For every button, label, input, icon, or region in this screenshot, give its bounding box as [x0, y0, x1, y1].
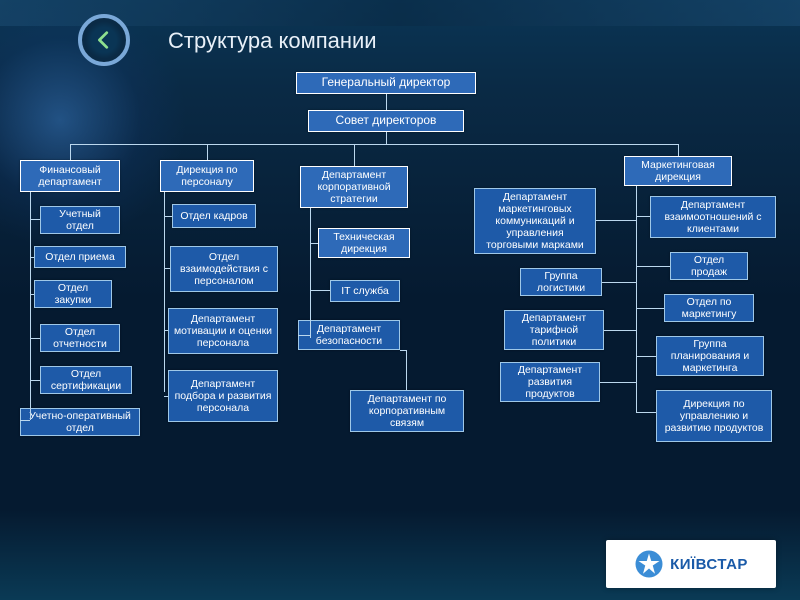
connector — [30, 257, 34, 258]
org-node-sales: Отдел продаж — [670, 252, 748, 280]
connector — [164, 192, 165, 392]
org-node-tech_dir: Техническая дирекция — [318, 228, 410, 258]
org-node-board: Совет директоров — [308, 110, 464, 132]
connector — [386, 94, 387, 110]
org-node-reception: Отдел приема — [34, 246, 126, 268]
slide-canvas: Структура компании Генеральный директор С… — [0, 0, 800, 600]
connector — [602, 282, 636, 283]
connector — [310, 243, 318, 244]
org-node-mkt_dir: Маркетинговая дирекция — [624, 156, 732, 186]
connector — [386, 132, 387, 144]
connector — [636, 216, 650, 217]
org-node-hr_interaction: Отдел взаимодействия с персоналом — [170, 246, 278, 292]
connector — [636, 308, 664, 309]
org-node-corp_strategy: Департамент корпоративной стратегии — [300, 166, 408, 208]
connector — [164, 268, 170, 269]
org-node-fin_dept: Финансовый департамент — [20, 160, 120, 192]
connector — [636, 186, 637, 412]
org-node-logistics: Группа логистики — [520, 268, 602, 296]
connector — [298, 335, 310, 336]
org-node-hr_dir: Дирекция по персоналу — [160, 160, 254, 192]
connector — [30, 380, 40, 381]
org-node-hr_dept: Отдел кадров — [172, 204, 256, 228]
org-node-hr_motivation: Департамент мотивации и оценки персонала — [168, 308, 278, 354]
org-node-acct_ops: Учетно-оперативный отдел — [20, 408, 140, 436]
connector — [678, 144, 679, 156]
org-node-reporting: Отдел отчетности — [40, 324, 120, 352]
connector — [406, 350, 407, 390]
connector — [400, 350, 406, 351]
connector — [207, 144, 208, 160]
connector — [30, 219, 40, 220]
connector — [30, 338, 40, 339]
org-node-mkt_plan: Группа планирования и маркетинга — [656, 336, 764, 376]
org-node-security: Департамент безопасности — [298, 320, 400, 350]
connector — [600, 382, 636, 383]
connector — [636, 266, 670, 267]
org-node-tariff: Департамент тарифной политики — [504, 310, 604, 350]
org-node-prod_dev: Департамент развития продуктов — [500, 362, 600, 402]
org-node-hr_recruit: Департамент подбора и развития персонала — [168, 370, 278, 422]
star-icon — [634, 549, 664, 579]
connector — [70, 144, 678, 145]
back-button[interactable] — [78, 14, 130, 66]
org-node-purchasing: Отдел закупки — [34, 280, 112, 308]
connector — [20, 420, 30, 421]
org-node-mkt_comm: Департамент маркетинговых коммуникаций и… — [474, 188, 596, 254]
org-node-accounting: Учетный отдел — [40, 206, 120, 234]
org-node-gen_dir: Генеральный директор — [296, 72, 476, 94]
connector — [636, 412, 656, 413]
connector — [310, 208, 311, 338]
connector — [30, 294, 34, 295]
connector — [310, 290, 330, 291]
org-node-client_rel: Департамент взаимоотношений с клиентами — [650, 196, 776, 238]
connector — [164, 330, 168, 331]
org-node-certification: Отдел сертификации — [40, 366, 132, 394]
logo-text: КИЇВСТАР — [670, 556, 748, 573]
connector — [70, 144, 71, 160]
connector — [354, 144, 355, 166]
page-title: Структура компании — [168, 28, 377, 54]
connector — [596, 220, 636, 221]
connector — [30, 192, 31, 420]
org-node-corp_relations: Департамент по корпоративным связям — [350, 390, 464, 432]
connector — [164, 396, 168, 397]
chevron-left-icon — [93, 29, 115, 51]
connector — [636, 356, 656, 357]
connector — [604, 330, 636, 331]
org-node-prod_mgmt: Дирекция по управлению и развитию продук… — [656, 390, 772, 442]
logo: КИЇВСТАР — [606, 540, 776, 588]
connector — [164, 216, 172, 217]
org-node-it_service: IT служба — [330, 280, 400, 302]
org-node-marketing: Отдел по маркетингу — [664, 294, 754, 322]
